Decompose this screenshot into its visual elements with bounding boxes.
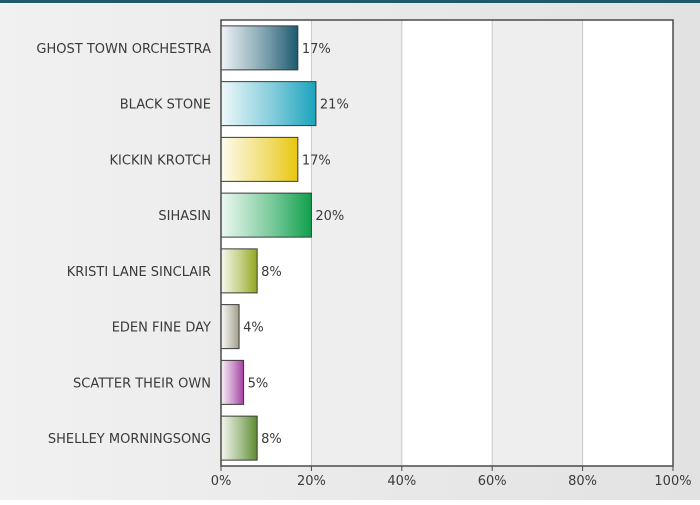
bar[interactable]	[220, 359, 245, 405]
bar[interactable]	[220, 25, 299, 71]
plot-frame	[220, 19, 674, 467]
bar[interactable]	[220, 248, 258, 294]
category-label: KICKIN KROTCH	[110, 153, 211, 168]
bar-chart: 17% 21% 17% 20% 8% 4% 5% 8% GHOST TOWN ORCHESTR…	[36, 19, 692, 489]
plot-band	[492, 20, 583, 466]
bar[interactable]	[220, 192, 312, 238]
x-tick-label: 80%	[568, 474, 597, 489]
category-label: EDEN FINE DAY	[112, 321, 211, 336]
plot-band	[582, 20, 673, 466]
x-tick-label: 40%	[387, 474, 416, 489]
bar-value-label: 20%	[315, 209, 344, 224]
bar-value-label: 8%	[261, 265, 282, 280]
bar[interactable]	[220, 81, 317, 127]
bar-value-label: 5%	[248, 376, 269, 391]
category-label: SCATTER THEIR OWN	[73, 376, 211, 391]
plot-band	[311, 20, 402, 466]
bar-value-label: 8%	[261, 432, 282, 447]
bar[interactable]	[220, 136, 299, 182]
category-label: GHOST TOWN ORCHESTRA	[36, 42, 211, 57]
x-tick-label: 20%	[297, 474, 326, 489]
category-label: SHELLEY MORNINGSONG	[48, 432, 211, 447]
bar-value-label: 21%	[320, 98, 349, 113]
plot-band	[401, 20, 493, 466]
bar[interactable]	[220, 304, 240, 350]
bar[interactable]	[220, 415, 258, 461]
bar-value-label: 4%	[243, 321, 264, 336]
x-tick-label: 60%	[478, 474, 507, 489]
bar-value-label: 17%	[302, 42, 331, 57]
category-label: BLACK STONE	[120, 98, 211, 113]
x-tick-label: 100%	[654, 474, 691, 489]
x-tick-label: 0%	[211, 474, 232, 489]
bar-value-label: 17%	[302, 153, 331, 168]
category-label: KRISTI LANE SINCLAIR	[67, 265, 211, 280]
category-label: SIHASIN	[158, 209, 211, 224]
